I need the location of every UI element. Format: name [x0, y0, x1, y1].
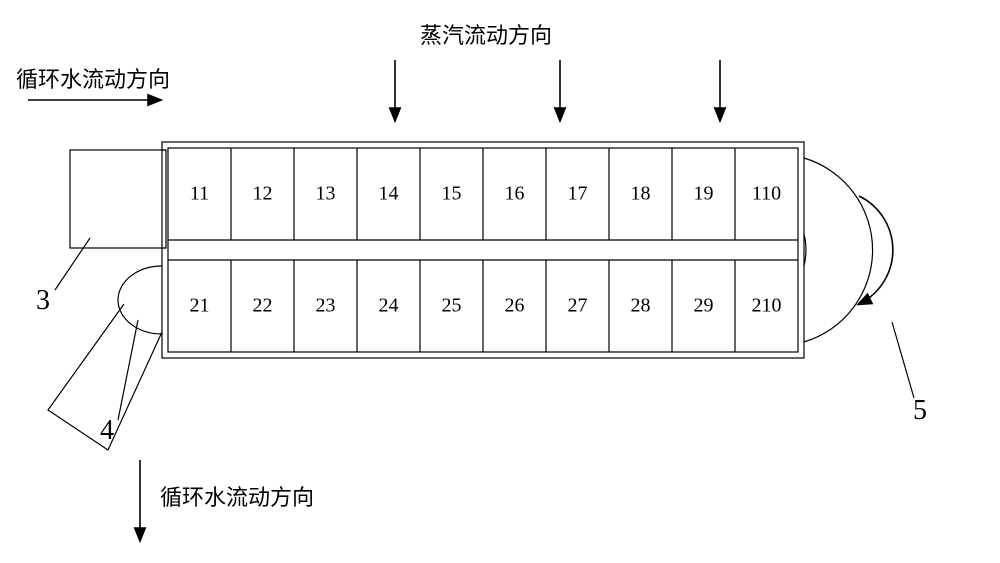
- cell-16: 16: [505, 183, 525, 206]
- circ-water-left-label: 循环水流动方向: [16, 62, 170, 94]
- diagram-canvas: 蒸汽流动方向 循环水流动方向 循环水流动方向 3 4 5 11 21 12 22 13 2…: [0, 0, 1000, 563]
- callout-3: 3: [36, 285, 50, 317]
- steam-flow-label: 蒸汽流动方向: [420, 18, 552, 50]
- cell-15: 15: [442, 183, 462, 206]
- cell-26: 26: [505, 295, 525, 318]
- cell-24: 24: [379, 295, 399, 318]
- cell-14: 14: [379, 183, 399, 206]
- cell-19: 19: [694, 183, 714, 206]
- cell-28: 28: [631, 295, 651, 318]
- cell-18: 18: [631, 183, 651, 206]
- cell-23: 23: [316, 295, 336, 318]
- callout-5: 5: [913, 395, 927, 427]
- cell-17: 17: [568, 183, 588, 206]
- callout-4: 4: [100, 415, 114, 447]
- cell-210: 210: [752, 295, 782, 318]
- cell-25: 25: [442, 295, 462, 318]
- cell-11: 11: [190, 183, 209, 206]
- cell-13: 13: [316, 183, 336, 206]
- cell-21: 21: [190, 295, 210, 318]
- cell-12: 12: [253, 183, 273, 206]
- cell-29: 29: [694, 295, 714, 318]
- cell-27: 27: [568, 295, 588, 318]
- cell-22: 22: [253, 295, 273, 318]
- cell-110: 110: [752, 183, 781, 206]
- circ-water-bottom-label: 循环水流动方向: [160, 480, 314, 512]
